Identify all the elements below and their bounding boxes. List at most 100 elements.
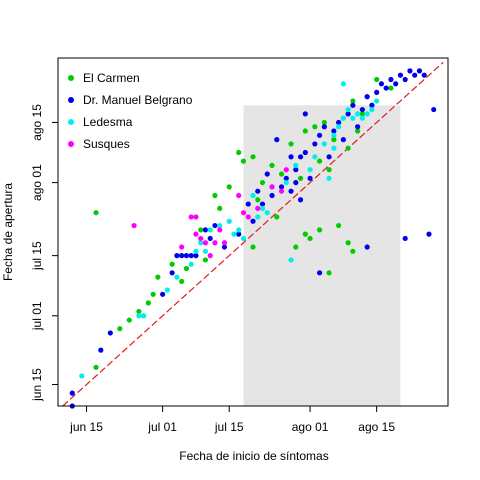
- data-point-0-28: [312, 124, 318, 130]
- data-point-3-6: [207, 253, 213, 259]
- legend-label-2: Ledesma: [83, 115, 133, 129]
- data-point-0-18: [240, 158, 247, 164]
- data-point-3-0: [131, 222, 137, 229]
- data-point-0-29: [316, 158, 323, 164]
- data-point-0-1: [117, 326, 123, 332]
- data-point-1-31: [316, 132, 323, 138]
- y-axis-title: Fecha de apertura: [1, 183, 15, 281]
- y-tick-label-3: ago 01: [30, 164, 44, 201]
- data-point-1-18: [255, 188, 261, 194]
- data-point-1-47: [393, 81, 399, 87]
- data-point-2-21: [312, 154, 318, 160]
- x-tick-label-1: jul 01: [147, 420, 177, 434]
- data-point-1-3: [107, 330, 113, 336]
- data-point-2-38: [255, 214, 261, 220]
- legend-marker-2: [68, 119, 74, 125]
- data-point-0-21: [255, 197, 261, 203]
- data-point-2-33: [340, 81, 346, 87]
- data-point-1-41: [364, 94, 370, 100]
- data-point-2-1: [136, 313, 142, 319]
- shaded-region-layer: [243, 105, 401, 406]
- data-point-1-61: [297, 197, 304, 203]
- data-point-0-43: [326, 270, 332, 276]
- data-point-2-13: [236, 227, 242, 233]
- legend: El Carmen Dr. Manuel Belgrano Ledesma Susqu…: [68, 71, 193, 151]
- data-point-2-8: [202, 248, 209, 254]
- data-points-layer: [69, 68, 437, 409]
- data-point-0-30: [321, 119, 327, 126]
- data-point-1-23: [278, 184, 285, 190]
- data-point-1-59: [302, 111, 308, 117]
- data-point-1-29: [307, 175, 313, 181]
- data-point-0-48: [274, 214, 280, 220]
- data-point-0-46: [350, 248, 356, 254]
- data-point-1-11: [202, 227, 209, 233]
- data-point-2-16: [259, 205, 266, 211]
- data-point-1-49: [402, 76, 408, 83]
- data-point-1-28: [302, 149, 308, 156]
- x-tick-label-2: jul 15: [214, 420, 244, 434]
- data-point-3-5: [179, 244, 185, 250]
- data-point-0-32: [331, 137, 337, 143]
- data-point-1-62: [293, 179, 299, 186]
- data-point-2-15: [250, 192, 256, 199]
- data-point-2-25: [340, 115, 346, 121]
- data-point-3-3: [193, 231, 199, 237]
- data-point-1-50: [407, 68, 413, 74]
- data-point-2-23: [331, 132, 337, 138]
- data-point-2-32: [374, 98, 380, 104]
- x-tick-label-4: ago 15: [358, 420, 395, 434]
- data-point-0-41: [307, 235, 313, 242]
- data-point-1-40: [359, 106, 365, 113]
- data-point-2-22: [321, 141, 327, 147]
- data-point-2-7: [198, 240, 204, 246]
- data-point-1-54: [431, 106, 437, 113]
- data-point-2-20: [307, 167, 313, 173]
- data-point-0-12: [198, 227, 204, 233]
- data-point-2-5: [188, 261, 194, 267]
- legend-marker-3: [68, 141, 74, 147]
- data-point-1-32: [321, 124, 327, 130]
- data-point-0-22: [259, 179, 266, 186]
- y-tick-label-4: ago 15: [30, 104, 44, 141]
- data-point-1-57: [364, 244, 370, 250]
- data-point-1-19: [259, 201, 266, 207]
- data-point-2-30: [364, 111, 370, 117]
- data-point-1-53: [421, 72, 427, 78]
- data-point-0-27: [302, 128, 308, 134]
- data-point-0-47: [293, 244, 299, 250]
- reference-line-identity: [62, 61, 444, 407]
- data-point-0-9: [169, 261, 175, 267]
- data-point-1-44: [378, 81, 385, 87]
- data-point-0-35: [350, 98, 356, 104]
- data-point-1-30: [312, 141, 318, 147]
- data-point-2-2: [141, 313, 147, 319]
- data-point-1-36: [340, 137, 346, 143]
- data-point-1-22: [274, 137, 280, 143]
- data-point-1-9: [188, 253, 194, 259]
- data-point-1-8: [183, 253, 190, 259]
- data-point-1-60: [288, 154, 294, 160]
- data-point-1-46: [388, 76, 394, 83]
- data-point-1-0: [69, 390, 75, 396]
- data-point-1-13: [212, 222, 218, 229]
- data-point-3-9: [236, 192, 242, 199]
- data-point-0-45: [345, 240, 351, 246]
- data-point-2-9: [207, 227, 213, 233]
- data-point-1-10: [193, 253, 199, 259]
- data-point-0-10: [179, 278, 185, 285]
- data-point-1-25: [288, 188, 294, 194]
- legend-marker-0: [68, 75, 74, 81]
- data-point-2-29: [359, 115, 365, 121]
- data-point-0-44: [336, 222, 342, 229]
- data-point-3-1: [188, 214, 194, 220]
- data-point-2-37: [264, 210, 270, 216]
- data-point-0-14: [212, 192, 218, 199]
- data-point-0-42: [316, 227, 323, 233]
- data-point-0-26: [297, 175, 304, 181]
- data-point-1-5: [169, 270, 175, 276]
- y-tick-label-1: jul 01: [30, 301, 44, 331]
- data-point-2-28: [355, 111, 361, 117]
- data-point-0-20: [250, 244, 256, 250]
- data-point-1-2: [98, 347, 104, 353]
